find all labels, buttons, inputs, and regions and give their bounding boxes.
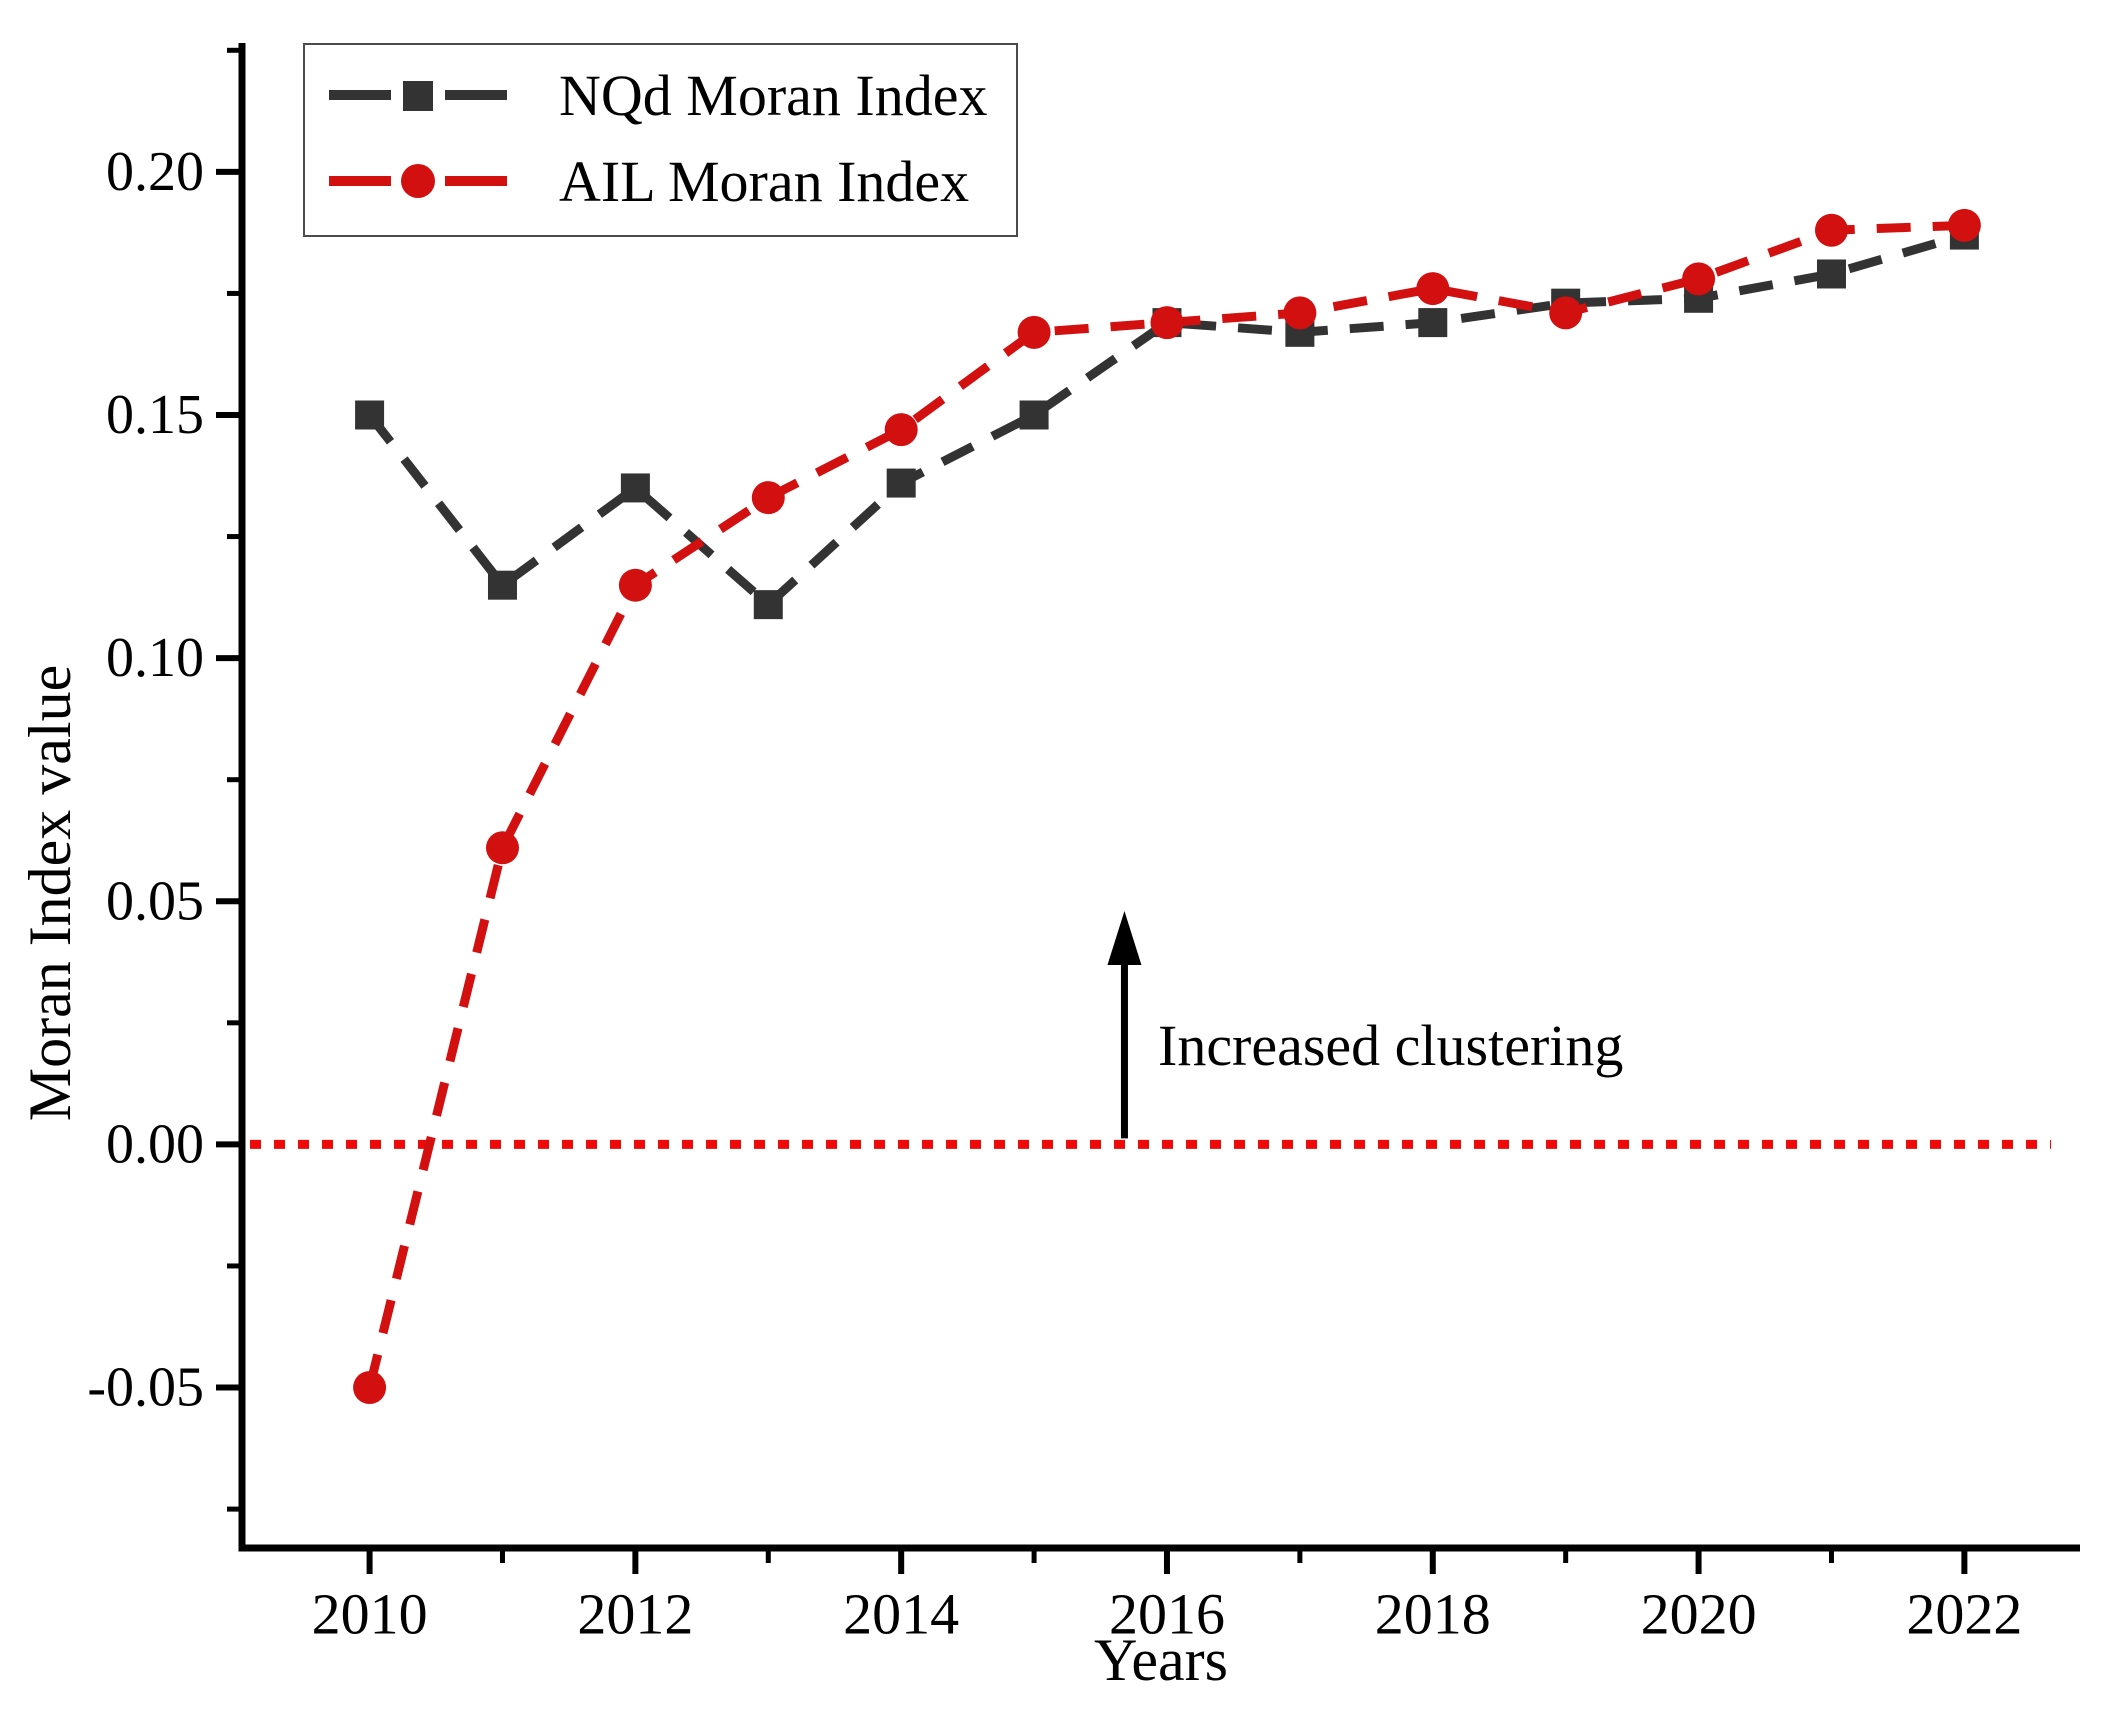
nqd-data-point-2010 <box>355 400 385 430</box>
y-tick-label: 0.05 <box>106 870 204 932</box>
ail-data-point-2010 <box>353 1371 387 1405</box>
y-tick-label: 0.15 <box>106 384 204 446</box>
x-tick-label: 2016 <box>1109 1582 1225 1647</box>
ail-data-point-2013 <box>751 481 785 515</box>
ail-data-point-2011 <box>485 831 519 865</box>
y-tick-label: 0.20 <box>106 141 204 203</box>
nqd-data-point-2013 <box>753 590 783 620</box>
nqd-data-point-2014 <box>886 468 916 498</box>
nqd-data-point-2011 <box>487 570 517 600</box>
x-axis-title: Years <box>1094 1627 1228 1693</box>
nqd-data-point-2018 <box>1418 308 1448 338</box>
ail-series-line <box>365 220 1965 1389</box>
ail-data-point-2015 <box>1017 315 1051 349</box>
y-tick-label: -0.05 <box>87 1357 204 1419</box>
x-tick-label: 2018 <box>1375 1582 1491 1647</box>
nqd-data-point-2021 <box>1816 259 1846 289</box>
x-tick-label: 2010 <box>312 1582 428 1647</box>
nqd-data-point-2015 <box>1019 400 1049 430</box>
ail-data-point-2014 <box>884 413 918 447</box>
ail-data-point-2022 <box>1947 208 1981 242</box>
x-tick-label: 2022 <box>1906 1582 2022 1647</box>
increased-clustering-annotation: Increased clustering <box>1158 1013 1624 1078</box>
x-tick-label: 2012 <box>577 1582 693 1647</box>
nqd-series-sample-icon <box>329 81 507 111</box>
y-tick-label: 0.00 <box>106 1113 204 1175</box>
ail-data-point-2019 <box>1549 296 1583 330</box>
ail-data-point-2020 <box>1682 262 1716 296</box>
ail-data-point-2018 <box>1416 272 1450 306</box>
legend-label-ail: AIL Moran Index <box>559 148 970 214</box>
x-tick-label: 2020 <box>1641 1582 1757 1647</box>
legend-square-marker-icon <box>403 81 433 111</box>
chart-legend: NQd Moran Index AIL Moran Index <box>303 43 1018 237</box>
x-tick-label: 2014 <box>843 1582 959 1647</box>
legend-item-nqd: NQd Moran Index <box>305 53 1016 137</box>
ail-data-point-2016 <box>1150 306 1184 340</box>
ail-data-point-2021 <box>1814 213 1848 247</box>
nqd-data-point-2012 <box>620 473 650 503</box>
y-tick-label: 0.10 <box>106 627 204 689</box>
y-axis-title: Moran Index value <box>17 664 83 1122</box>
ail-series-sample-icon <box>329 164 507 198</box>
legend-item-ail: AIL Moran Index <box>305 139 1016 223</box>
nqd-series-line <box>366 230 1966 611</box>
ail-data-point-2012 <box>618 568 652 602</box>
legend-circle-marker-icon <box>401 164 435 198</box>
ail-data-point-2017 <box>1283 296 1317 330</box>
legend-label-nqd: NQd Moran Index <box>559 62 988 128</box>
increased-clustering-arrow-head <box>1107 910 1142 965</box>
